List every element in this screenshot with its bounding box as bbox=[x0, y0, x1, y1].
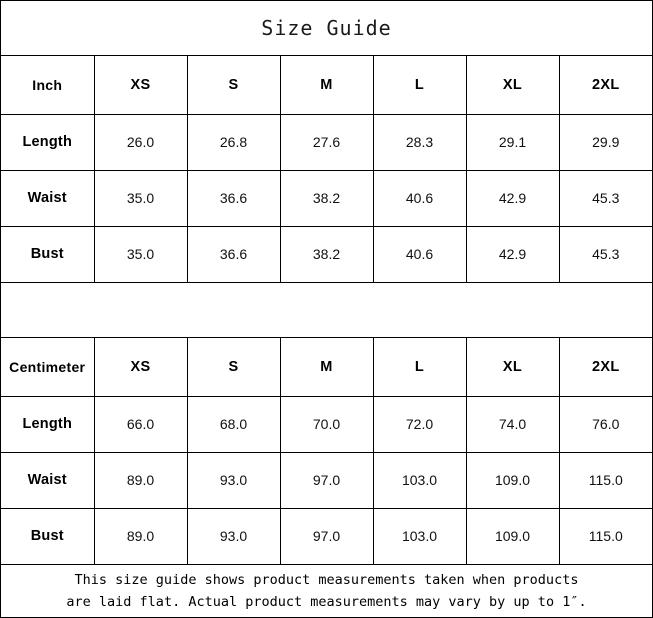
centimeter-table: Centimeter XS S M L XL 2XL Length 66.0 6… bbox=[1, 338, 652, 564]
column-header-xs: XS bbox=[94, 338, 188, 397]
cell-inch-length-l: 28.3 bbox=[373, 114, 467, 171]
row-label-waist: Waist bbox=[1, 452, 95, 509]
cell-inch-waist-l: 40.6 bbox=[373, 170, 467, 227]
cell-inch-bust-2xl: 45.3 bbox=[592, 246, 620, 263]
unit-label-centimeter: Centimeter bbox=[1, 338, 95, 397]
footer-note-line-1: This size guide shows product measuremen… bbox=[74, 572, 579, 588]
table-row: Bust 89.0 93.0 97.0 103.0 109.0 115.0 bbox=[1, 508, 652, 564]
column-header-l: L bbox=[373, 56, 467, 115]
cell-cm-bust-xs: 89.0 bbox=[94, 508, 188, 564]
cell-cm-waist-2xl: 115.0 bbox=[559, 452, 652, 509]
cell-cm-waist-s: 93.0 bbox=[187, 452, 281, 509]
cell-inch-length-xl: 29.1 bbox=[466, 114, 560, 171]
cell-inch-waist-xl: 42.9 bbox=[466, 170, 560, 227]
size-guide-footer-note: This size guide shows product measuremen… bbox=[1, 564, 652, 617]
inch-table-block: Inch XS S M L XL 2XL Length 26.0 26.8 27… bbox=[1, 56, 652, 282]
row-label-length: Length bbox=[1, 114, 95, 171]
row-label-waist: Waist bbox=[1, 170, 95, 227]
cell-cm-bust-2xl: 115.0 bbox=[588, 528, 623, 545]
column-header-m: M bbox=[280, 56, 374, 115]
cell-inch-length-m: 27.6 bbox=[280, 114, 374, 171]
cell-inch-waist-xs: 35.0 bbox=[94, 170, 188, 227]
cell-cm-waist-m: 97.0 bbox=[280, 452, 374, 509]
table-header-row: Centimeter XS S M L XL 2XL bbox=[1, 338, 652, 397]
cell-inch-bust-xs: 35.0 bbox=[94, 226, 188, 282]
cell-inch-bust-l: 40.6 bbox=[373, 226, 467, 282]
cell-inch-waist-s: 36.6 bbox=[187, 170, 281, 227]
cell-cm-waist-xs: 89.0 bbox=[94, 452, 188, 509]
cell-cm-length-xs: 66.0 bbox=[94, 396, 188, 453]
row-label-bust: Bust bbox=[1, 226, 95, 282]
cell-inch-length-s: 26.8 bbox=[187, 114, 281, 171]
cell-cm-length-s: 68.0 bbox=[187, 396, 281, 453]
cell-inch-bust-s: 36.6 bbox=[187, 226, 281, 282]
size-guide-title-row: Size Guide bbox=[1, 1, 652, 56]
cell-cm-waist-l: 103.0 bbox=[373, 452, 467, 509]
column-header-xs: XS bbox=[94, 56, 188, 115]
table-row: Waist 35.0 36.6 38.2 40.6 42.9 45.3 bbox=[1, 170, 652, 227]
column-header-l: L bbox=[373, 338, 467, 397]
row-label-bust: Bust bbox=[1, 508, 95, 564]
table-row: Length 66.0 68.0 70.0 72.0 74.0 76.0 bbox=[1, 396, 652, 453]
table-row: Bust 35.0 36.6 38.2 40.6 42.9 45.3 bbox=[1, 226, 652, 282]
cell-inch-waist-m: 38.2 bbox=[280, 170, 374, 227]
cell-cm-bust-s: 93.0 bbox=[187, 508, 281, 564]
cell-cm-length-xl: 74.0 bbox=[466, 396, 560, 453]
cell-cm-bust-l: 103.0 bbox=[373, 508, 467, 564]
cell-cm-bust-m: 97.0 bbox=[280, 508, 374, 564]
cell-cm-bust-xl: 109.0 bbox=[466, 508, 560, 564]
column-header-xl: XL bbox=[466, 338, 560, 397]
page-title: Size Guide bbox=[261, 16, 392, 40]
cell-cm-length-2xl: 76.0 bbox=[559, 396, 652, 453]
row-label-length: Length bbox=[1, 396, 95, 453]
cell-inch-length-xs: 26.0 bbox=[94, 114, 188, 171]
inch-table: Inch XS S M L XL 2XL Length 26.0 26.8 27… bbox=[1, 56, 652, 282]
table-spacer-row bbox=[1, 282, 652, 338]
cell-inch-waist-2xl: 45.3 bbox=[559, 170, 652, 227]
table-row: Length 26.0 26.8 27.6 28.3 29.1 29.9 bbox=[1, 114, 652, 171]
column-header-2xl: 2XL bbox=[559, 56, 652, 115]
unit-label-inch: Inch bbox=[1, 56, 95, 115]
table-header-row: Inch XS S M L XL 2XL bbox=[1, 56, 652, 115]
column-header-m: M bbox=[280, 338, 374, 397]
centimeter-table-block: Centimeter XS S M L XL 2XL Length 66.0 6… bbox=[1, 338, 652, 564]
cell-cm-waist-xl: 109.0 bbox=[466, 452, 560, 509]
column-header-s: S bbox=[187, 338, 281, 397]
table-row: Waist 89.0 93.0 97.0 103.0 109.0 115.0 bbox=[1, 452, 652, 509]
cell-cm-length-l: 72.0 bbox=[373, 396, 467, 453]
cell-cm-length-m: 70.0 bbox=[280, 396, 374, 453]
column-header-xl: XL bbox=[466, 56, 560, 115]
cell-inch-length-2xl: 29.9 bbox=[559, 114, 652, 171]
footer-note-line-2: are laid flat. Actual product measuremen… bbox=[66, 594, 587, 610]
column-header-s: S bbox=[187, 56, 281, 115]
column-header-2xl: 2XL bbox=[559, 338, 652, 397]
cell-inch-bust-m: 38.2 bbox=[280, 226, 374, 282]
cell-inch-bust-xl: 42.9 bbox=[466, 226, 560, 282]
